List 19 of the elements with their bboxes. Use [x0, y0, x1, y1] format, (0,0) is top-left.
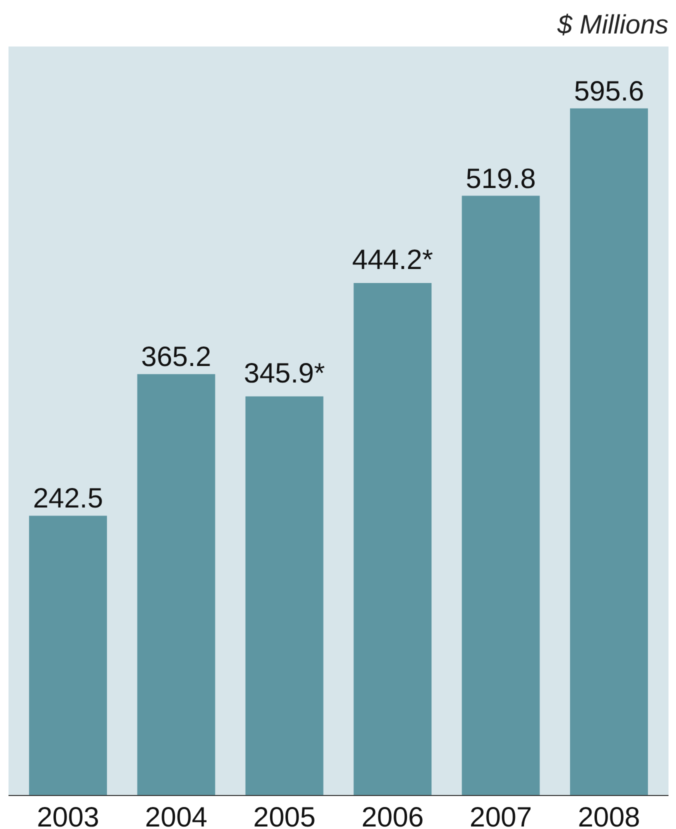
x-tick-label: 2005: [253, 802, 316, 829]
data-label: 345.9*: [244, 357, 325, 388]
text: $ Millions: [556, 10, 669, 40]
bar: [137, 374, 216, 796]
x-tick-label: 2006: [361, 802, 424, 829]
bar: [29, 516, 107, 796]
data-label: 444.2*: [352, 244, 434, 276]
data-label: 365.2: [141, 341, 212, 372]
x-tick-label: 2003: [36, 802, 100, 829]
bar: [245, 396, 324, 796]
data-label: 519.8: [466, 162, 536, 194]
bar: [462, 196, 540, 796]
data-label: 595.6: [574, 75, 644, 106]
x-tick-label: 2008: [578, 802, 640, 829]
bar: [570, 108, 648, 796]
x-tick-label: 2004: [145, 802, 208, 829]
x-tick-label: 2007: [470, 802, 532, 829]
bar: [354, 283, 432, 796]
data-label: 242.5: [32, 482, 104, 514]
